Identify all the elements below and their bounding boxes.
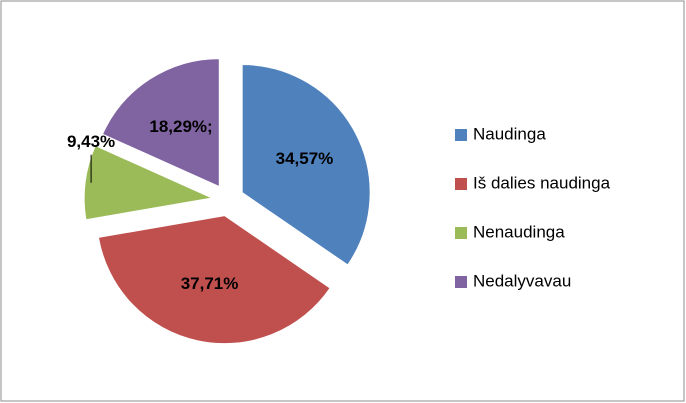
legend-label: Nenaudinga [473,222,565,241]
data-label: 18,29%; [149,117,212,136]
legend-swatch [455,129,467,141]
legend-swatch [455,276,467,288]
legend-label: Naudinga [473,124,546,143]
legend-swatch [455,178,467,190]
legend-label: Nedalyvavau [473,271,571,290]
data-label: 37,71% [181,274,239,293]
pie-slice [101,58,220,188]
legend-label: Iš dalies naudinga [473,173,611,192]
data-label: 9,43% [67,132,115,151]
pie-slice [97,215,331,345]
data-label: 34,57% [276,149,334,168]
pie-slice [241,64,371,266]
legend-swatch [455,227,467,239]
pie-slice [83,144,214,221]
